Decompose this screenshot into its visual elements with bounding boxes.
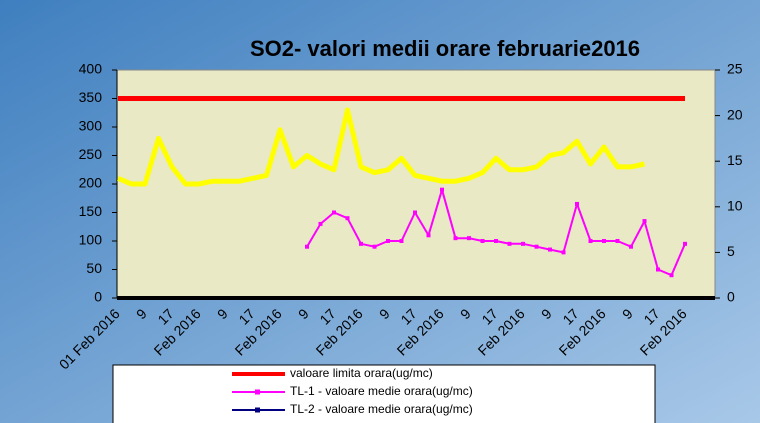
y2-tick-label: 15: [727, 152, 743, 168]
series-marker: [521, 241, 525, 246]
series-marker: [561, 250, 566, 255]
y2-tick-label: 5: [727, 243, 735, 259]
y-tick-label: 200: [79, 175, 103, 191]
series-marker: [507, 241, 512, 246]
series-marker: [372, 244, 377, 249]
series-marker: [615, 239, 620, 243]
plot-area: [116, 69, 716, 299]
y-tick-label: 250: [79, 146, 103, 162]
y-tick-label: 100: [79, 232, 103, 248]
series-marker: [440, 187, 444, 192]
y2-tick-label: 0: [727, 289, 735, 305]
series-marker: [453, 236, 458, 241]
series-marker: [480, 239, 485, 243]
y-tick-label: 150: [79, 203, 103, 219]
y2-tick-label: 10: [727, 198, 743, 214]
series-marker: [669, 273, 674, 278]
series-marker: [399, 239, 404, 243]
series-marker: [642, 219, 647, 224]
series-marker: [345, 216, 350, 221]
y2-tick-label: 25: [727, 61, 743, 77]
legend-marker: [255, 407, 260, 413]
series-marker: [359, 241, 363, 246]
series-marker: [629, 244, 633, 249]
series-marker: [602, 239, 606, 243]
series-marker: [534, 244, 539, 249]
y-tick-label: 50: [86, 260, 102, 276]
legend-entries: valoare limita orara(ug/mc) TL-1 - valoar…: [232, 366, 473, 416]
series-marker: [575, 201, 579, 206]
series-marker: [305, 244, 309, 249]
series-marker: [588, 239, 593, 243]
legend-marker: [255, 389, 260, 395]
legend-label: valoare limita orara(ug/mc): [290, 366, 433, 380]
series-marker: [683, 241, 687, 246]
legend-label: TL-1 - valoare medie orara(ug/mc): [290, 384, 473, 398]
series-marker: [318, 221, 323, 226]
y2-tick-label: 20: [727, 106, 743, 122]
series-marker: [548, 247, 552, 252]
series-marker: [332, 210, 336, 215]
series-marker: [494, 239, 498, 243]
chart-title: SO2- valori medii orare februarie2016: [250, 36, 640, 61]
series-marker: [467, 236, 471, 241]
y-tick-label: 350: [79, 89, 103, 105]
y-tick-label: 300: [79, 118, 103, 134]
y-tick-label: 0: [94, 289, 102, 305]
series-marker: [386, 239, 390, 243]
series-marker: [413, 210, 417, 215]
y-tick-label: 400: [79, 61, 103, 77]
series-marker: [426, 233, 431, 238]
legend-label: TL-2 - valoare medie orara(ug/mc): [290, 402, 473, 416]
series-marker: [656, 267, 660, 272]
legend: [112, 364, 656, 423]
